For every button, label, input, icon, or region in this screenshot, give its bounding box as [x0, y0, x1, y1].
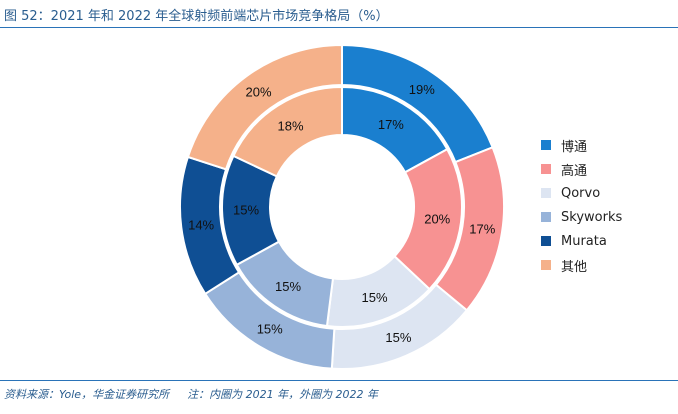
ring-note: 注：内圈为 2021 年，外圈为 2022 年	[187, 388, 379, 401]
legend-item-2: Qorvo	[541, 181, 622, 205]
donut-chart: 17% 20% 15% 15% 15% 18% 19% 17% 15% 15% 14% 20%	[179, 43, 505, 370]
slice-label-2021-0: 17%	[378, 117, 404, 132]
legend-item-0: 博通	[541, 133, 622, 157]
slice-label-2022-3: 15%	[257, 322, 283, 337]
legend-swatch-3	[541, 212, 551, 222]
legend-swatch-5	[541, 260, 551, 270]
slice-label-2021-5: 18%	[278, 118, 304, 133]
slice-label-2022-2: 15%	[385, 330, 411, 345]
slice-2022-5	[186, 43, 343, 171]
legend-item-3: Skyworks	[541, 205, 622, 229]
legend-label-4: Murata	[561, 233, 607, 249]
legend-swatch-1	[541, 164, 551, 174]
legend-item-1: 高通	[541, 157, 622, 181]
footer-rule	[0, 380, 678, 381]
legend-label-1: 高通	[561, 163, 588, 179]
slice-label-2021-2: 15%	[362, 290, 388, 305]
source-text: 资料来源：Yole，华金证券研究所	[4, 388, 170, 401]
slice-label-2021-3: 15%	[275, 279, 301, 294]
legend-label-0: 博通	[561, 139, 588, 155]
slice-label-2021-1: 20%	[424, 212, 450, 227]
slice-label-2022-0: 19%	[409, 82, 435, 97]
slice-label-2022-5: 20%	[246, 85, 272, 100]
legend-swatch-4	[541, 236, 551, 246]
legend-item-5: 其他	[541, 253, 622, 277]
slice-label-2022-4: 14%	[188, 217, 214, 232]
slice-label-2022-1: 17%	[469, 222, 495, 237]
chart-legend: 博通高通 Qorvo Skyworks Murata 其他	[541, 133, 622, 277]
legend-label-2: Qorvo	[561, 185, 601, 201]
legend-swatch-0	[541, 140, 551, 150]
legend-swatch-2	[541, 188, 551, 198]
legend-label-5: 其他	[561, 259, 588, 275]
slice-2021-5	[232, 85, 343, 178]
title-rule	[0, 27, 678, 28]
figure-title: 图 52：2021 年和 2022 年全球射频前端芯片市场竞争格局（%）	[4, 9, 389, 24]
legend-item-4: Murata	[541, 229, 622, 253]
legend-label-3: Skyworks	[561, 209, 623, 225]
slice-label-2021-4: 15%	[233, 203, 259, 218]
source-line: 资料来源：Yole，华金证券研究所 注：内圈为 2021 年，外圈为 2022 年	[4, 386, 378, 402]
